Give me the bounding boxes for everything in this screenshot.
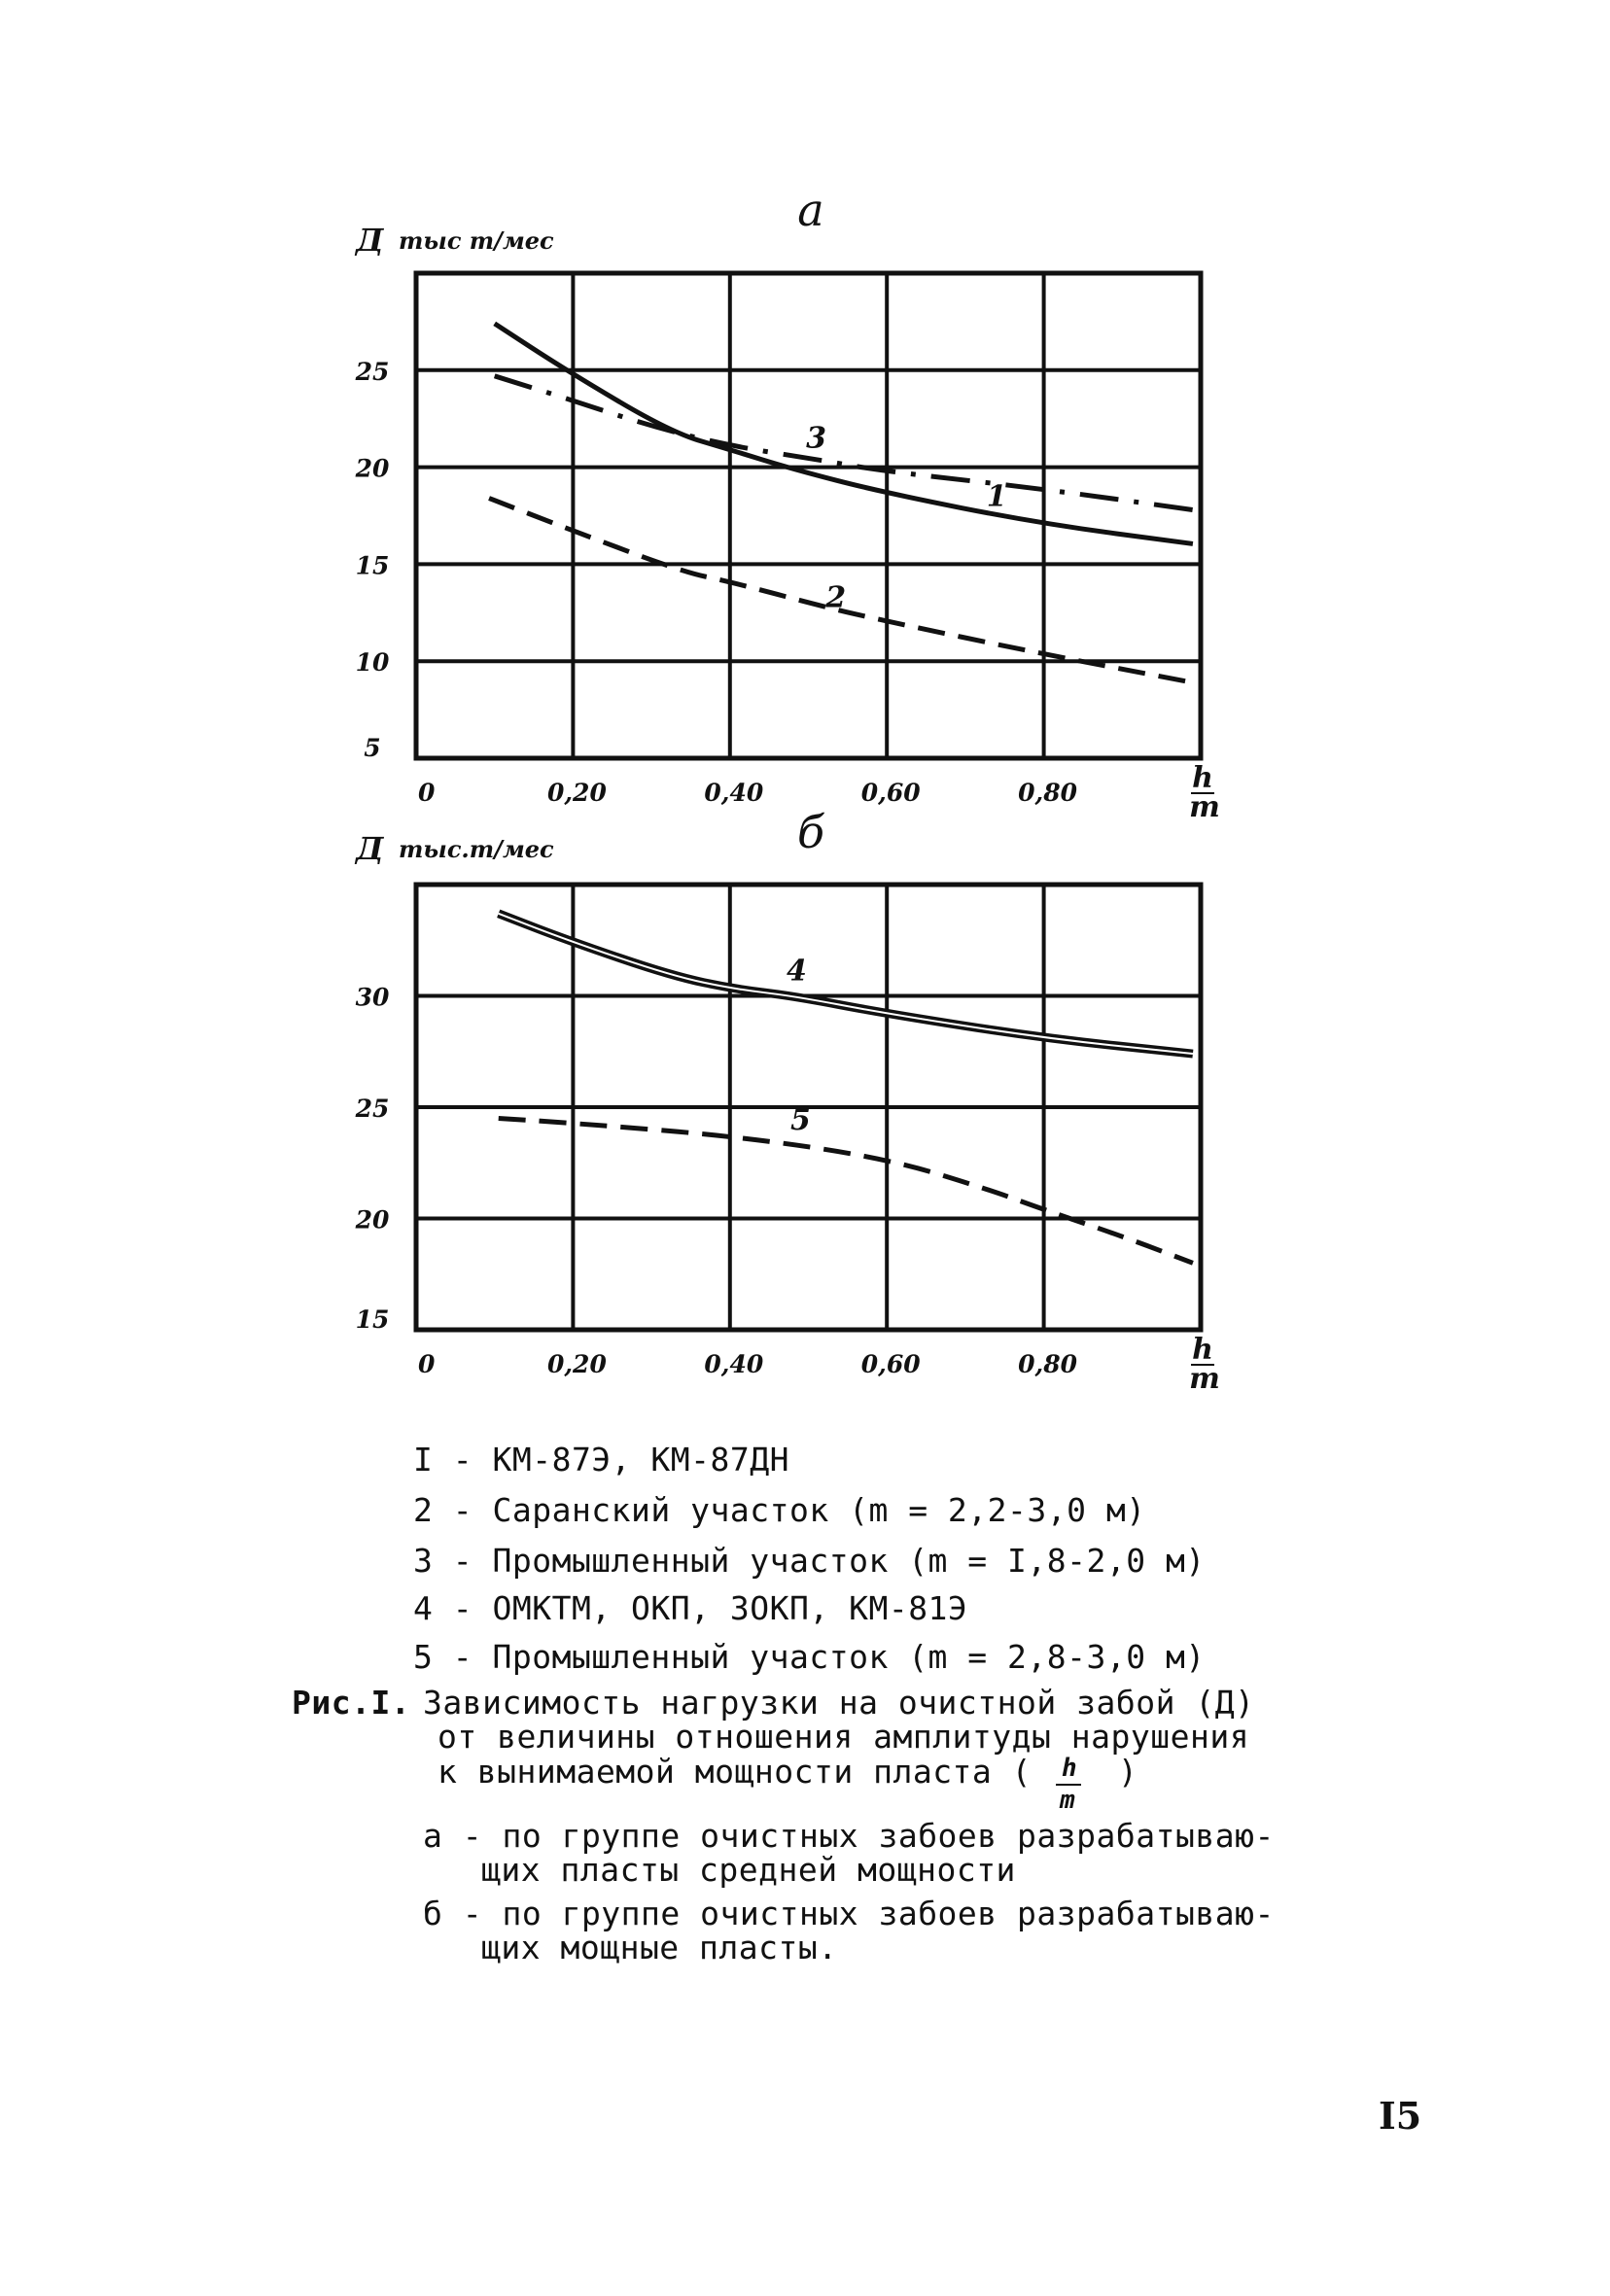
caption-fraction-num: h: [1062, 1754, 1078, 1783]
y-tick-label: 30: [356, 984, 390, 1012]
x-tick-label: 0,60: [861, 1350, 921, 1378]
y-tick-label: 20: [355, 1206, 390, 1235]
legend-item-5: 5 - Промышленный участок (m = 2,8-3,0 м): [413, 1638, 1206, 1676]
caption-fraction-close: ): [1118, 1753, 1138, 1791]
x-tick-label: 0,80: [1018, 779, 1077, 807]
legend-item-3: 3 - Промышленный участок (m = I,8-2,0 м): [413, 1542, 1206, 1580]
caption-note-b-1: б - по группе очистных забоев разрабатыв…: [423, 1895, 1275, 1932]
chart-title: б: [797, 806, 825, 858]
x-tick-label: 0,60: [861, 779, 921, 807]
caption-note-a-2: щих пласты средней мощности: [481, 1851, 1016, 1889]
x-tick-label: 0,20: [547, 1350, 607, 1378]
x-axis-label-den: m: [1189, 1362, 1220, 1396]
series-label: 1: [987, 480, 1007, 514]
chart-b: б Д тыс.т/мес 0 0,20 0,40 0,60 0,80 15 20 25 30 hm 4 5: [354, 806, 1220, 1396]
x-tick-label: 0,40: [704, 1350, 763, 1378]
series-line-5: [498, 1115, 1194, 1266]
series-line-3: [493, 373, 1194, 512]
series-line-4: [497, 909, 1194, 1059]
caption-note-b-2: щих мощные пласты.: [481, 1929, 838, 1966]
plot-frame: [413, 882, 1204, 1333]
series-label: 2: [824, 580, 846, 614]
y-tick-label: 10: [356, 648, 390, 677]
chart-title: а: [797, 184, 823, 236]
x-axis-label-num: h: [1192, 761, 1213, 795]
caption-line-3: к вынимаемой мощности пласта (: [438, 1753, 1032, 1791]
x-axis-label-den: m: [1189, 790, 1220, 824]
y-axis-label: тыс.т/мес: [399, 835, 554, 863]
y-axis-symbol: Д: [354, 830, 385, 867]
y-axis-symbol: Д: [354, 222, 385, 259]
legend-item-4: 4 - ОМКТМ, ОКП, ЗОКП, КМ-81Э: [413, 1589, 968, 1627]
y-tick-label: 15: [356, 551, 390, 579]
caption-fraction-den: m: [1060, 1786, 1076, 1815]
y-tick-label: 25: [355, 1095, 390, 1123]
x-tick-label: 0: [418, 1350, 436, 1378]
series-label: 3: [806, 422, 826, 456]
caption-line-2: от величины отношения амплитуды нарушени…: [438, 1718, 1250, 1756]
series-label: 5: [790, 1103, 811, 1137]
caption-note-a-1: а - по группе очистных забоев разрабатыв…: [423, 1817, 1275, 1855]
caption-prefix: Рис.I.: [292, 1684, 411, 1722]
page-number: I5: [1379, 2094, 1422, 2138]
caption-line-1: Зависимость нагрузки на очистной забой (…: [423, 1684, 1255, 1722]
legend-item-1: I - КМ-87Э, КМ-87ДН: [413, 1441, 789, 1478]
x-axis-label-num: h: [1192, 1333, 1213, 1367]
series-line-1: [493, 321, 1194, 546]
y-tick-label: 15: [356, 1305, 390, 1334]
series-label: 4: [787, 954, 807, 988]
y-tick-label: 20: [355, 455, 390, 483]
plot-frame: [413, 270, 1204, 761]
y-tick-label: 25: [355, 358, 390, 386]
legend-item-2: 2 - Саранский участок (m = 2,2-3,0 м): [413, 1491, 1146, 1529]
caption-fraction-bar: [1056, 1784, 1081, 1786]
series-line-2: [488, 496, 1194, 685]
x-tick-label: 0,40: [704, 779, 763, 807]
series-line-4-inner: [498, 912, 1194, 1056]
x-tick-label: 0,20: [547, 779, 607, 807]
x-tick-label: 0,80: [1018, 1350, 1077, 1378]
x-tick-label: 0: [418, 779, 436, 807]
y-tick-label: 5: [364, 734, 380, 762]
y-axis-label: тыс т/мес: [399, 226, 554, 255]
chart-a: а Д тыс т/мес 0 0,20 0,40 0,60 0,80 5 10 15 20 25 hm 1…: [354, 184, 1220, 824]
